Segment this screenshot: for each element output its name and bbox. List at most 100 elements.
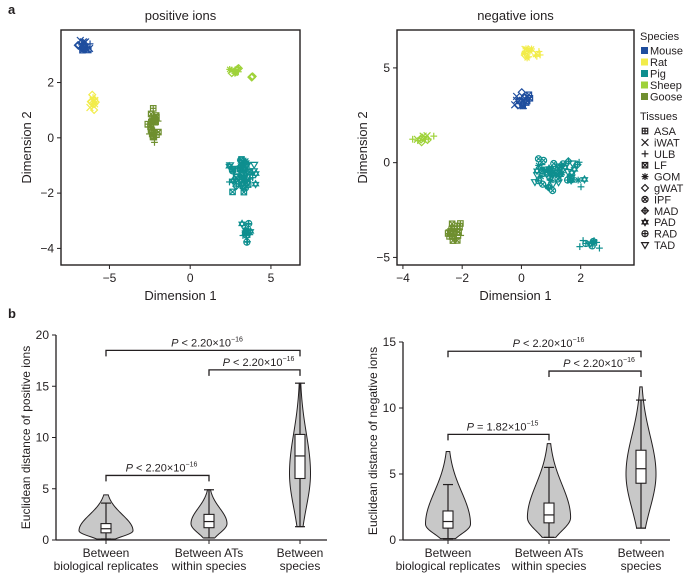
significance-bracket bbox=[447, 433, 550, 441]
marker-shape bbox=[453, 237, 461, 244]
star-of-david-icon bbox=[641, 217, 649, 227]
legend-species-sheep: Sheep bbox=[650, 80, 682, 92]
scatter-negative-ions: negative ions −4 −2 0 2 −5 0 5 Dimension 1 Dimens… bbox=[355, 8, 635, 303]
p-symbol: P bbox=[126, 462, 134, 474]
data-point-sheep bbox=[417, 138, 426, 147]
y-axis-label: Dimension 2 bbox=[19, 111, 34, 183]
data-point-sheep bbox=[419, 132, 427, 140]
marker-stroke bbox=[82, 45, 90, 54]
marker-stroke bbox=[233, 174, 240, 181]
y-tick-label: −5 bbox=[376, 250, 390, 264]
legend-species-mouse: Mouse bbox=[650, 46, 683, 58]
scatter-positive-ions: positive ions −5 0 5 −4 −2 0 2 Dimension 1 Dimens… bbox=[19, 8, 301, 303]
diamond-icon bbox=[640, 183, 650, 193]
y-tick-label: 0 bbox=[389, 533, 396, 547]
data-point-mouse bbox=[519, 102, 527, 110]
marker-stroke bbox=[540, 181, 546, 187]
x-tick-label: species bbox=[280, 559, 321, 573]
data-point-rat bbox=[89, 96, 97, 103]
data-point-pig bbox=[534, 155, 543, 163]
x-tick-label: −5 bbox=[103, 271, 117, 285]
data-point-pig bbox=[541, 166, 549, 174]
p-exponent: −16 bbox=[283, 356, 295, 363]
p-exponent: −15 bbox=[527, 420, 539, 427]
legend-tissues-title: Tissues bbox=[640, 111, 678, 123]
data-point-goose bbox=[153, 113, 160, 121]
marker-shape bbox=[225, 162, 235, 170]
plot-frame bbox=[60, 29, 301, 266]
data-point-pig bbox=[538, 180, 547, 188]
diamond-plus-icon bbox=[640, 206, 650, 216]
y-tick-label: 10 bbox=[383, 401, 397, 415]
data-point-pig bbox=[564, 157, 573, 166]
legend-tissue-iwat: iWAT bbox=[654, 137, 680, 149]
data-point-pig bbox=[238, 219, 247, 229]
x-tick-label: 0 bbox=[187, 271, 194, 285]
p-value: < 2.20×10 bbox=[570, 358, 623, 370]
p-exponent: −16 bbox=[573, 337, 585, 344]
legend-species-rat: Rat bbox=[650, 57, 667, 69]
legend-swatch-goose bbox=[641, 93, 648, 100]
legend-species-goose: Goose bbox=[650, 92, 682, 104]
data-point-pig bbox=[249, 161, 259, 170]
p-exponent: −16 bbox=[186, 461, 198, 468]
data-point-pig bbox=[241, 175, 250, 183]
significance-bracket bbox=[548, 370, 642, 378]
p-exponent: −16 bbox=[231, 336, 243, 343]
legend-tissue-lf: LF bbox=[654, 160, 667, 172]
marker-shape bbox=[554, 175, 562, 183]
marker-shape bbox=[641, 217, 649, 225]
y-tick-label: −4 bbox=[40, 241, 54, 255]
marker-shape bbox=[238, 219, 247, 227]
marker-shape bbox=[548, 186, 557, 195]
data-point-pig bbox=[226, 178, 233, 186]
data-point-pig bbox=[241, 225, 250, 235]
p-value: < 2.20×10 bbox=[178, 337, 231, 349]
legend-tissue-mad: MAD bbox=[654, 206, 679, 218]
marker-shape bbox=[244, 229, 253, 237]
marker-shape bbox=[417, 133, 427, 142]
p-symbol: P bbox=[467, 421, 475, 433]
boxed-cross-icon bbox=[641, 161, 649, 169]
marker-shape bbox=[149, 118, 156, 126]
y-tick-label: 5 bbox=[389, 467, 396, 481]
marker-shape bbox=[538, 180, 547, 188]
marker-stroke bbox=[238, 163, 245, 170]
marker-shape bbox=[532, 168, 541, 176]
marker-stroke bbox=[512, 92, 521, 101]
marker-stroke bbox=[229, 67, 235, 74]
x-tick-label: Between bbox=[83, 546, 130, 560]
marker-stroke bbox=[556, 170, 563, 177]
x-tick-label: 5 bbox=[268, 271, 275, 285]
marker-stroke bbox=[550, 188, 556, 194]
marker-shape bbox=[585, 241, 595, 249]
legend-swatch-rat bbox=[641, 58, 648, 66]
y-tick-label: 10 bbox=[36, 431, 50, 445]
data-point-rat bbox=[521, 49, 528, 57]
data-point-pig bbox=[546, 176, 554, 184]
marker-stroke bbox=[536, 156, 541, 162]
marker-shape bbox=[567, 175, 576, 183]
data-point-pig bbox=[235, 180, 243, 188]
y-tick-label: 0 bbox=[42, 533, 49, 547]
x-tick-label: −4 bbox=[396, 271, 410, 285]
plot-frame bbox=[396, 29, 635, 266]
marker-stroke bbox=[240, 188, 248, 196]
marker-shape bbox=[641, 195, 649, 204]
marker-stroke bbox=[541, 167, 548, 174]
significance-bracket bbox=[105, 349, 301, 357]
marker-stroke bbox=[642, 196, 648, 202]
data-point-pig bbox=[553, 163, 563, 171]
significance-bracket bbox=[447, 350, 642, 358]
data-point-goose bbox=[448, 233, 456, 240]
circled-plus-icon bbox=[641, 229, 649, 238]
x-axis-label: Dimension 1 bbox=[479, 288, 551, 303]
y-tick-label: −2 bbox=[40, 186, 54, 200]
marker-shape bbox=[568, 160, 577, 168]
marker-shape bbox=[251, 171, 260, 179]
data-point-pig bbox=[548, 186, 557, 195]
data-point-sheep bbox=[247, 72, 256, 82]
data-point-sheep bbox=[430, 132, 438, 140]
y-tick-label: 15 bbox=[383, 335, 397, 349]
marker-shape bbox=[641, 219, 649, 227]
